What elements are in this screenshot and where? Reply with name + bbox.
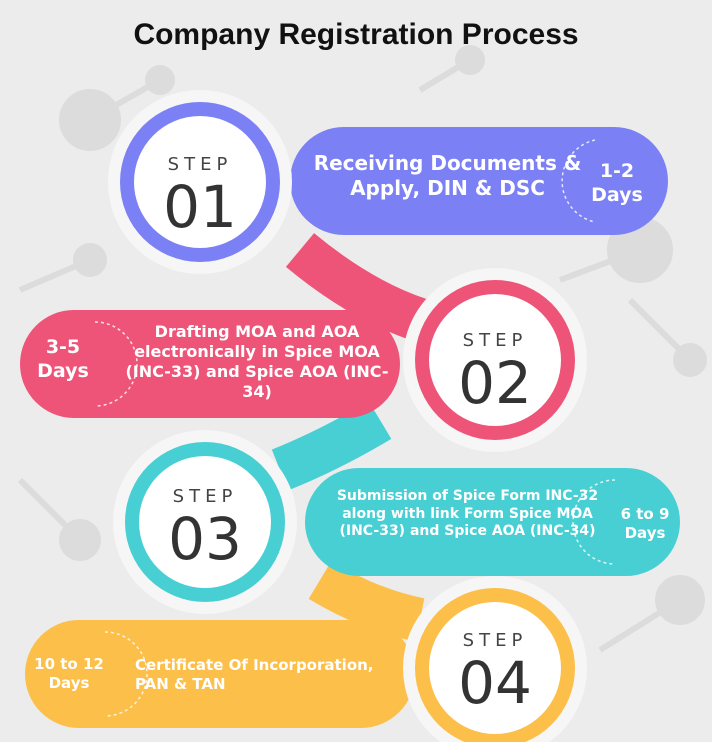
step-1-duration-divider xyxy=(561,139,596,223)
step-3-description: Submission of Spice Form INC-32 along wi… xyxy=(336,488,599,539)
step-4-circle xyxy=(403,576,587,742)
page-title: Company Registration Process xyxy=(133,18,579,51)
connector-1-2 xyxy=(285,233,428,341)
step-1-label: STEP xyxy=(167,154,233,175)
step-4-description: Certificate Of Incorporation, PAN & TAN xyxy=(135,656,374,693)
step-4-label: STEP xyxy=(462,630,528,651)
step-2-description: Drafting MOA and AOA electronically in S… xyxy=(125,322,389,401)
step-2-duration: 3-5 Days xyxy=(37,336,89,382)
step-3-label: STEP xyxy=(172,486,238,507)
step-2-circle xyxy=(403,268,587,452)
step-4-duration-divider xyxy=(104,631,148,717)
step-2-duration-divider xyxy=(94,321,138,407)
background-network-decoration xyxy=(17,45,707,653)
step-4-number: 04 xyxy=(458,649,532,717)
step-2-label: STEP xyxy=(462,330,528,351)
step-1-number: 01 xyxy=(163,173,237,241)
step-3-circle xyxy=(113,430,297,614)
step-1-circle xyxy=(108,90,292,274)
step-3-description-box: Submission of Spice Form INC-32 along wi… xyxy=(325,468,610,576)
step-4-description-box: Certificate Of Incorporation, PAN & TAN xyxy=(125,620,400,728)
connector-3-4 xyxy=(308,561,425,642)
step-3-number: 03 xyxy=(168,505,242,573)
step-1-description: Receiving Documents & Apply, DIN & DSC xyxy=(313,151,582,200)
connector-2-3 xyxy=(271,401,392,491)
step-4-duration: 10 to 12 Days xyxy=(34,655,104,692)
step-3-duration-divider xyxy=(572,479,616,565)
step-1-description-box: Receiving Documents & Apply, DIN & DSC xyxy=(300,127,595,235)
step-1-bar xyxy=(290,127,668,235)
step-4-bar xyxy=(25,620,415,728)
step-2-number: 02 xyxy=(458,349,532,417)
step-2-bar xyxy=(20,310,400,418)
step-3-duration: 6 to 9 Days xyxy=(620,505,670,542)
step-3-bar xyxy=(305,468,680,576)
step-2-description-box: Drafting MOA and AOA electronically in S… xyxy=(112,310,402,418)
step-1-duration: 1-2 Days xyxy=(591,160,643,206)
